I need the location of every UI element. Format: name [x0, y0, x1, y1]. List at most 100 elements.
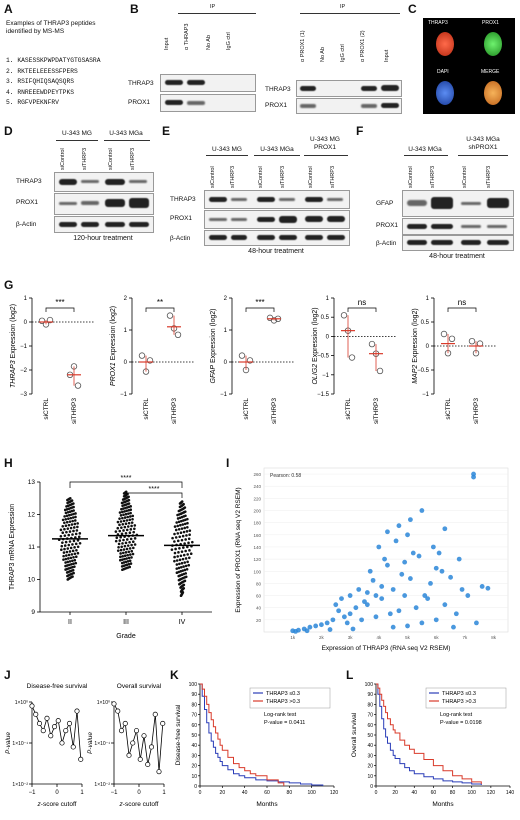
data-point: [68, 560, 72, 563]
data-point: [184, 549, 187, 553]
y-tick-label: 30: [191, 753, 197, 759]
data-point: [122, 513, 125, 517]
western-blot-strip: [296, 98, 402, 114]
lane-label: No Ab: [206, 35, 212, 50]
data-point: [70, 523, 74, 526]
data-point: [72, 509, 75, 512]
significance-bracket: [125, 492, 183, 498]
data-point: [128, 565, 132, 569]
data-point: [425, 596, 431, 601]
blot-band: [105, 222, 125, 227]
data-point: [36, 720, 43, 726]
data-point: [129, 528, 133, 531]
x-axis-label: Grade: [116, 633, 136, 640]
ip-bracket-right: [300, 13, 400, 14]
cell-line-label: U-343 MGa: [109, 130, 143, 137]
data-point: [176, 539, 180, 543]
data-point: [359, 617, 364, 623]
data-point: [74, 542, 78, 546]
data-point: [130, 524, 133, 528]
data-point: [121, 558, 124, 561]
y-tick-label: −1: [20, 344, 28, 350]
data-point: [63, 515, 66, 518]
data-point: [183, 506, 187, 509]
data-point: [356, 587, 362, 592]
data-point: [436, 550, 442, 556]
data-point: [123, 510, 126, 513]
data-point: [181, 557, 185, 561]
data-point: [187, 556, 191, 560]
data-point: [61, 531, 65, 535]
data-point: [123, 557, 126, 561]
data-point: [114, 530, 118, 533]
data-point: [185, 530, 189, 533]
data-point: [120, 507, 123, 511]
data-point: [130, 740, 136, 746]
data-point: [479, 584, 485, 589]
data-point: [73, 519, 77, 522]
data-point: [48, 733, 54, 739]
data-point: [182, 502, 185, 506]
lane-label: siTHRP3: [280, 165, 286, 188]
data-point: [133, 524, 137, 527]
y-tick-label: 180: [253, 521, 261, 526]
lane-label: siControl: [108, 148, 114, 170]
data-point: [344, 620, 350, 626]
data-point: [116, 520, 120, 524]
data-point: [177, 520, 181, 524]
y-tick-label: 1: [326, 296, 330, 302]
panel-g-label: G: [4, 278, 14, 292]
blot-band: [305, 216, 323, 222]
data-point: [71, 568, 75, 572]
data-point: [127, 508, 131, 512]
survival-curve: [200, 683, 285, 786]
data-point: [188, 549, 191, 552]
x-tick-label: 0: [199, 790, 202, 796]
panel-c-label: C: [408, 2, 417, 16]
ip-bracket-left: [178, 13, 256, 14]
data-point: [184, 564, 188, 568]
data-point: [76, 525, 79, 529]
data-point: [74, 536, 77, 539]
data-point: [131, 540, 135, 543]
data-point: [61, 518, 65, 522]
y-tick-label: −1.5: [317, 392, 330, 398]
data-point: [74, 561, 78, 565]
data-point: [340, 312, 348, 319]
panel-k-survival-plot: 0 10 20 30 40 50 60 70 80 90 100 0 20 40 60 80 100 120 THR…: [175, 682, 338, 808]
data-point: [40, 728, 46, 734]
y-tick-label: 9: [31, 609, 35, 616]
y-tick-label: 0: [24, 320, 28, 326]
data-point: [387, 611, 393, 617]
data-point: [348, 354, 356, 361]
group-bracket: [404, 155, 448, 156]
data-point: [64, 557, 68, 561]
y-tick-label: 60: [256, 594, 262, 599]
data-point: [124, 490, 128, 494]
y-tick-label: 1: [426, 296, 430, 302]
lane-label: IgG ctrl: [226, 32, 232, 50]
data-point: [353, 605, 359, 611]
x-category-label: siTHRP3: [373, 398, 380, 424]
chart-title: Disease-free survival: [27, 683, 88, 690]
legend-label: THRAP3 >0.3: [266, 699, 300, 705]
y-tick-label: 0: [326, 334, 330, 340]
data-point: [376, 367, 384, 375]
western-blot-strip: [160, 94, 256, 112]
blot-band: [300, 104, 316, 108]
y-tick-label: 1×10⁻¹: [12, 741, 28, 747]
data-point: [184, 575, 188, 579]
expression-plot-g2: −1 0 1 2 PROX1 Expression (log2) siCTRL siTHRP…: [110, 296, 194, 424]
data-point: [128, 515, 132, 518]
y-tick-label: 12: [28, 512, 36, 519]
panel-e-label: E: [162, 124, 171, 138]
treatment-label: 120-hour treatment: [73, 235, 133, 242]
legend-label: THRAP3 ≤0.3: [266, 691, 300, 697]
data-point: [178, 535, 182, 539]
data-point: [182, 586, 186, 590]
blot-band: [209, 235, 227, 240]
data-point: [182, 530, 186, 534]
if-tile-thrap3: THRAP3: [423, 18, 468, 65]
data-point: [76, 522, 79, 525]
data-point: [124, 551, 128, 554]
